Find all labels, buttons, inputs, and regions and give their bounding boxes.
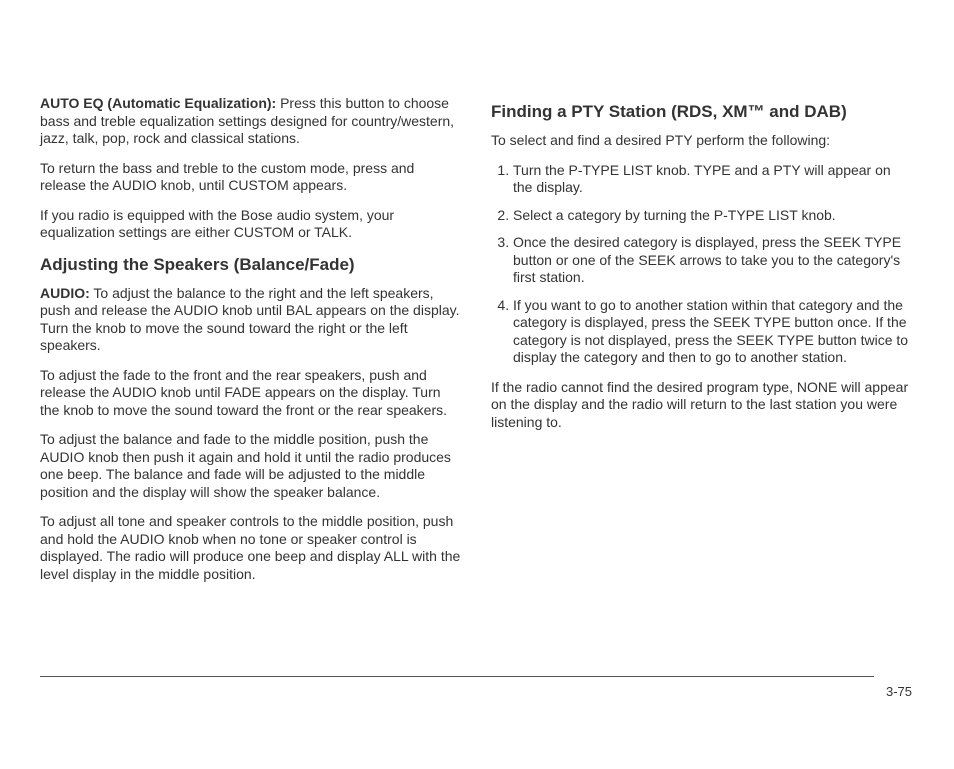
para-middle-balance-fade: To adjust the balance and fade to the mi… [40,431,463,501]
auto-eq-label: AUTO EQ (Automatic Equalization): [40,95,276,111]
audio-balance-text: To adjust the balance to the right and t… [40,285,460,354]
audio-label: AUDIO: [40,285,90,301]
para-bose-note: If you radio is equipped with the Bose a… [40,207,463,242]
left-column: AUTO EQ (Automatic Equalization): Press … [40,95,463,595]
para-fade: To adjust the fade to the front and the … [40,367,463,420]
pty-step-2: Select a category by turning the P-TYPE … [513,207,914,225]
pty-steps-list: Turn the P-TYPE LIST knob. TYPE and a PT… [491,162,914,367]
para-auto-eq: AUTO EQ (Automatic Equalization): Press … [40,95,463,148]
para-audio-balance: AUDIO: To adjust the balance to the righ… [40,285,463,355]
page-number: 3-75 [886,684,912,699]
heading-adjusting-speakers: Adjusting the Speakers (Balance/Fade) [40,254,463,275]
para-return-custom: To return the bass and treble to the cus… [40,160,463,195]
manual-page: AUTO EQ (Automatic Equalization): Press … [0,0,954,769]
heading-finding-pty: Finding a PTY Station (RDS, XM™ and DAB) [491,101,914,122]
right-column: Finding a PTY Station (RDS, XM™ and DAB)… [491,95,914,595]
footer-rule [40,676,874,677]
para-pty-intro: To select and find a desired PTY perform… [491,132,914,150]
para-middle-all: To adjust all tone and speaker controls … [40,513,463,583]
pty-step-1: Turn the P-TYPE LIST knob. TYPE and a PT… [513,162,914,197]
pty-step-4: If you want to go to another station wit… [513,297,914,367]
para-pty-outro: If the radio cannot find the desired pro… [491,379,914,432]
pty-step-3: Once the desired category is displayed, … [513,234,914,287]
two-column-layout: AUTO EQ (Automatic Equalization): Press … [40,95,914,595]
